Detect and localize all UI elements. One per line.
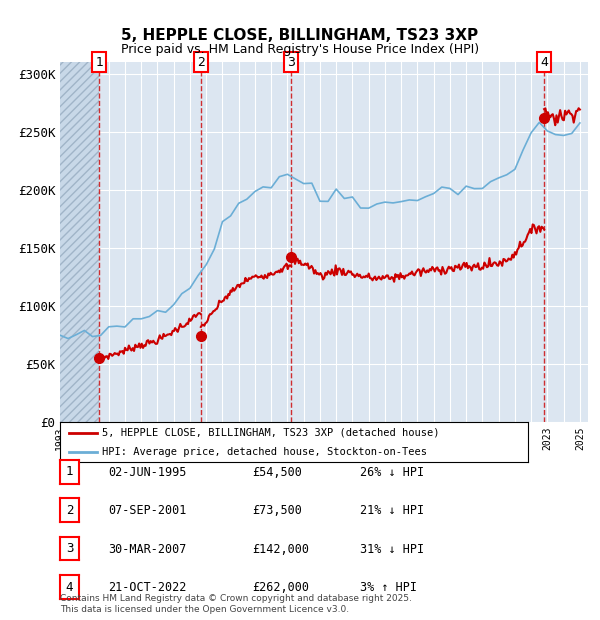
Text: 26% ↓ HPI: 26% ↓ HPI — [360, 466, 424, 479]
Text: £73,500: £73,500 — [252, 505, 302, 517]
Text: 3: 3 — [66, 542, 73, 555]
Text: 31% ↓ HPI: 31% ↓ HPI — [360, 543, 424, 556]
Text: 1: 1 — [95, 56, 103, 68]
Polygon shape — [60, 62, 100, 422]
Text: 4: 4 — [540, 56, 548, 68]
Text: £262,000: £262,000 — [252, 582, 309, 594]
Text: 2: 2 — [197, 56, 205, 68]
Text: 1: 1 — [66, 466, 73, 478]
Text: 21% ↓ HPI: 21% ↓ HPI — [360, 505, 424, 517]
Text: Contains HM Land Registry data © Crown copyright and database right 2025.
This d: Contains HM Land Registry data © Crown c… — [60, 595, 412, 614]
Text: £54,500: £54,500 — [252, 466, 302, 479]
Text: 4: 4 — [66, 581, 73, 593]
Text: 3% ↑ HPI: 3% ↑ HPI — [360, 582, 417, 594]
Text: HPI: Average price, detached house, Stockton-on-Tees: HPI: Average price, detached house, Stoc… — [102, 447, 427, 457]
Text: 3: 3 — [287, 56, 295, 68]
Text: 5, HEPPLE CLOSE, BILLINGHAM, TS23 3XP: 5, HEPPLE CLOSE, BILLINGHAM, TS23 3XP — [121, 28, 479, 43]
Text: 5, HEPPLE CLOSE, BILLINGHAM, TS23 3XP (detached house): 5, HEPPLE CLOSE, BILLINGHAM, TS23 3XP (d… — [102, 428, 440, 438]
Text: 30-MAR-2007: 30-MAR-2007 — [108, 543, 187, 556]
Text: Price paid vs. HM Land Registry's House Price Index (HPI): Price paid vs. HM Land Registry's House … — [121, 43, 479, 56]
Text: 2: 2 — [66, 504, 73, 516]
Text: 07-SEP-2001: 07-SEP-2001 — [108, 505, 187, 517]
Text: £142,000: £142,000 — [252, 543, 309, 556]
Text: 02-JUN-1995: 02-JUN-1995 — [108, 466, 187, 479]
Text: 21-OCT-2022: 21-OCT-2022 — [108, 582, 187, 594]
